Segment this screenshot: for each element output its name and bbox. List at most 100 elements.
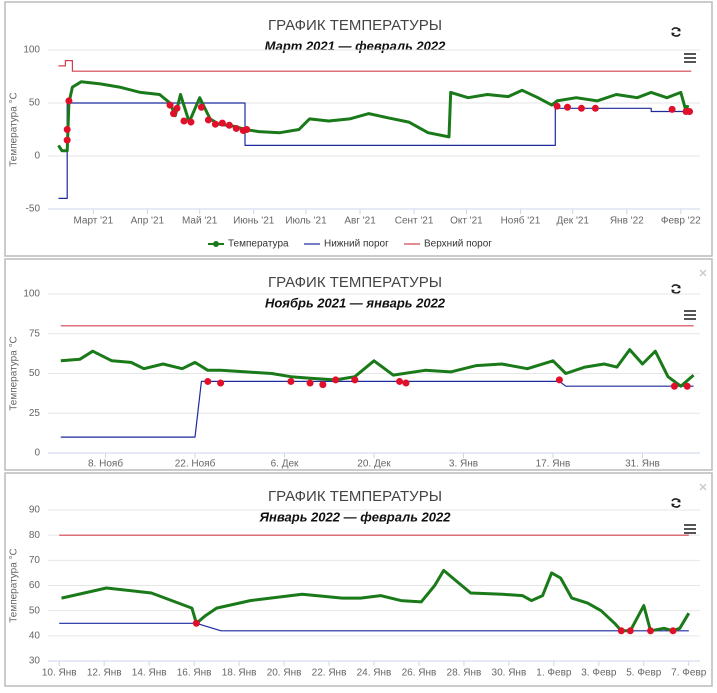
panel (4, 472, 713, 687)
x-tick-label: 24. Янв (357, 668, 392, 679)
x-tick-label: 8. Нояб (88, 458, 123, 470)
x-tick-label: 7. Февр (671, 668, 707, 679)
alert-point (170, 110, 178, 118)
chart-title: ГРАФИК ТЕМПЕРАТУРЫ (268, 274, 442, 291)
alert-point (211, 120, 219, 128)
alert-point (63, 136, 71, 144)
x-tick-label: Июнь '21 (233, 216, 275, 227)
alert-point (225, 121, 233, 129)
x-tick-label: Авг '21 (344, 216, 376, 227)
alert-point (166, 101, 174, 109)
legend-item: Температура (208, 239, 289, 250)
x-tick-label: 17. Янв (536, 459, 571, 470)
alert-point (564, 103, 572, 111)
menu-icon (684, 53, 696, 55)
alert-point (306, 379, 314, 387)
chart-title: ГРАФИК ТЕМПЕРАТУРЫ (268, 17, 442, 34)
x-tick-label: Сент '21 (395, 216, 434, 227)
x-tick-label: 18. Янв (222, 668, 257, 679)
y-tick-label: 100 (23, 289, 40, 300)
legend-item: Верхний порог (404, 239, 492, 250)
x-tick-label: 6. Дек (271, 459, 299, 470)
alert-point (197, 103, 205, 111)
menu-icon (684, 314, 696, 316)
y-tick-label: 50 (29, 368, 41, 379)
alert-point (63, 126, 71, 133)
menu-icon (684, 57, 696, 59)
menu-icon (684, 61, 696, 63)
refresh-head (671, 499, 681, 507)
alert-point (218, 119, 226, 127)
y-tick-label: 70 (29, 555, 41, 566)
legend-label: Нижний порог (324, 239, 389, 250)
alert-point (287, 377, 295, 385)
alert-point (351, 376, 359, 384)
refresh-head (671, 285, 681, 293)
x-tick-label: 26. Янв (402, 668, 437, 679)
legend-item: Нижний порог (304, 239, 389, 250)
y-tick-label: 75 (29, 328, 41, 339)
menu-icon (684, 532, 696, 534)
x-tick-label: 20. Янв (267, 668, 302, 679)
alert-point (626, 627, 634, 635)
alert-point (187, 118, 195, 126)
alert-point (617, 627, 625, 635)
x-tick-label: 1. Февр (536, 668, 572, 679)
x-tick-label: Окт '21 (450, 216, 483, 227)
y-tick-label: 40 (29, 630, 41, 641)
refresh-icon (671, 284, 681, 294)
series-line (57, 80, 690, 153)
alert-point (180, 117, 188, 125)
x-tick-label: 14. Янв (132, 668, 167, 679)
alert-point (243, 126, 251, 133)
alert-point (591, 104, 599, 112)
x-tick-label: 12. Янв (87, 668, 122, 679)
y-tick-label: 80 (29, 530, 41, 541)
x-tick-label: Март '21 (73, 216, 113, 227)
x-tick-label: 3. Февр (581, 668, 617, 679)
y-axis-label: Температура °C (9, 548, 20, 623)
x-tick-label: 30. Янв (492, 668, 527, 679)
refresh-icon (671, 27, 681, 37)
menu-icon (684, 318, 696, 320)
alert-point (668, 105, 676, 113)
series-line (60, 380, 694, 438)
y-tick-label: 30 (29, 656, 41, 667)
refresh-head (671, 28, 681, 36)
series-line (58, 60, 692, 72)
alert-point (173, 104, 181, 112)
refresh-icon (671, 498, 681, 508)
menu-icon (684, 528, 696, 530)
x-tick-label: Май '21 (182, 216, 218, 227)
x-tick-label: 16. Янв (177, 668, 212, 679)
alert-point (683, 382, 691, 390)
alert-point (396, 377, 404, 385)
alert-point (232, 124, 240, 132)
alert-point (192, 619, 200, 627)
x-tick-label: Янв '22 (610, 216, 644, 227)
x-tick-label: 10. Янв (42, 668, 77, 679)
close-icon (699, 483, 707, 491)
alert-point (553, 102, 561, 110)
y-tick-label: 60 (29, 580, 41, 591)
alert-point (555, 376, 563, 384)
x-tick-label: 28. Янв (447, 668, 482, 679)
x-tick-label: Июль '21 (285, 216, 327, 227)
y-tick-label: 90 (29, 505, 41, 516)
y-tick-label: 50 (29, 98, 41, 109)
alert-point (204, 116, 212, 124)
alert-point (217, 379, 225, 387)
alert-point (319, 381, 327, 389)
y-tick-label: 0 (34, 448, 40, 459)
alert-point (332, 376, 340, 384)
chart-title: ГРАФИК ТЕМПЕРАТУРЫ (268, 488, 442, 505)
x-tick-label: Нояб '21 (501, 215, 541, 227)
chart-subtitle: Ноябрь 2021 — январь 2022 (265, 295, 446, 310)
alert-point (670, 382, 678, 390)
y-axis-label: Температура °C (9, 336, 20, 411)
alert-point (204, 377, 212, 385)
y-tick-label: 50 (29, 605, 41, 616)
x-tick-label: 5. Февр (626, 668, 662, 679)
x-tick-label: 22. Янв (312, 668, 347, 679)
legend-marker (213, 241, 219, 247)
